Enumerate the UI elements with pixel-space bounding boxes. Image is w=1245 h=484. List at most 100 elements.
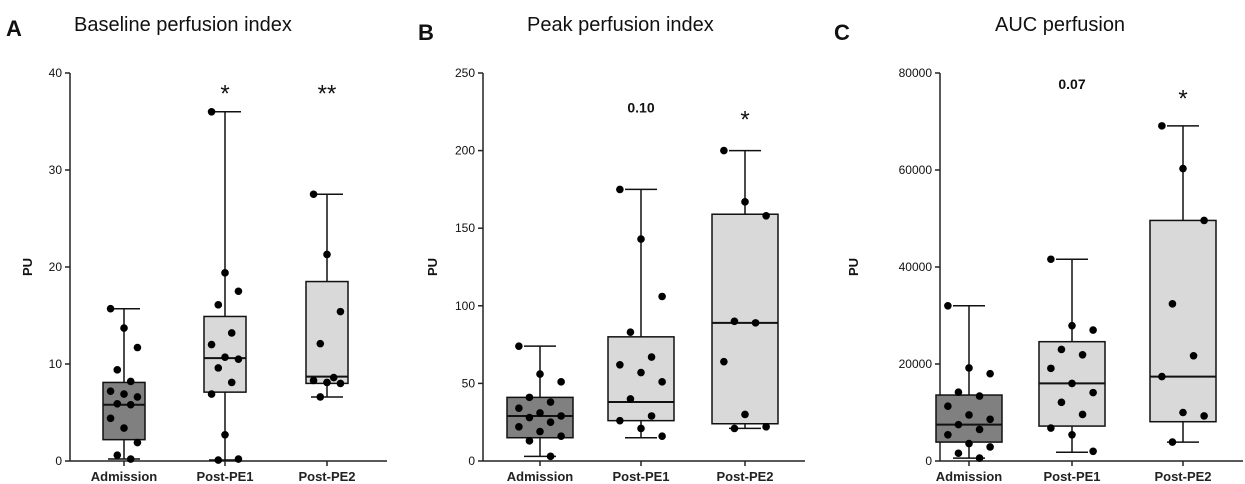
y-tick-label: 30 xyxy=(49,163,63,177)
significance-label: ** xyxy=(318,81,337,108)
data-point xyxy=(207,390,216,398)
panel-a: A Baseline perfusion index 0 10 20 30 40 PU Ad… xyxy=(0,0,415,484)
data-point xyxy=(1168,438,1177,446)
y-tick-label: 10 xyxy=(49,357,63,371)
data-point xyxy=(133,438,142,447)
y-tick-label: 0 xyxy=(468,454,475,468)
data-point xyxy=(515,423,523,431)
data-point xyxy=(741,198,749,206)
data-point xyxy=(106,304,115,313)
panel-label: A xyxy=(6,16,22,41)
data-point xyxy=(336,307,345,316)
data-point xyxy=(106,414,115,423)
data-point xyxy=(1089,447,1097,456)
data-point xyxy=(221,269,229,277)
data-point xyxy=(234,287,243,296)
data-point xyxy=(954,449,963,458)
data-point xyxy=(126,377,135,386)
data-point xyxy=(616,360,624,369)
data-point xyxy=(546,398,555,406)
y-tick-label: 40000 xyxy=(899,260,933,274)
y-tick-label: 20000 xyxy=(899,357,933,371)
data-point xyxy=(336,379,345,388)
x-tick-label: Admission xyxy=(507,469,574,484)
data-point xyxy=(741,410,749,419)
data-point xyxy=(616,185,624,194)
chart-plot-c: 0 20000 40000 60000 80000 PU Admission Post-PE1… xyxy=(846,66,1243,484)
x-tick-label: Post-PE2 xyxy=(716,469,773,484)
data-point xyxy=(113,399,122,408)
data-point xyxy=(525,413,534,422)
data-point xyxy=(316,339,325,348)
x-tick-label: Post-PE1 xyxy=(1043,469,1100,484)
data-point xyxy=(234,355,243,363)
data-point xyxy=(1200,216,1208,225)
data-point xyxy=(234,455,243,463)
y-tick-label: 200 xyxy=(455,144,475,158)
y-tick-label: 40 xyxy=(49,66,63,80)
x-tick-label: Admission xyxy=(936,469,1003,484)
panel-b: B Peak perfusion index 0 50 100 150 200 250 PU… xyxy=(415,0,830,484)
data-point xyxy=(329,373,338,382)
data-point xyxy=(1068,321,1076,330)
data-point xyxy=(120,324,128,332)
chart-title: Baseline perfusion index xyxy=(74,14,292,36)
data-point xyxy=(954,388,963,396)
box-iqr xyxy=(1149,219,1217,423)
data-point xyxy=(1078,350,1087,359)
data-point xyxy=(730,317,739,326)
data-point xyxy=(762,211,770,220)
data-point xyxy=(120,390,128,398)
data-point xyxy=(1047,364,1055,373)
y-tick-label: 50 xyxy=(462,376,476,390)
significance-label: * xyxy=(1178,85,1187,112)
chart-plot-b: 0 50 100 150 200 250 PU Admission Post-PE1 Post-P… xyxy=(425,66,805,484)
data-point xyxy=(221,431,229,439)
data-point xyxy=(975,425,984,434)
data-point xyxy=(309,376,318,385)
y-tick-label: 60000 xyxy=(899,163,933,177)
data-point xyxy=(1168,300,1177,308)
data-point xyxy=(658,292,666,301)
data-point xyxy=(1200,412,1208,420)
box-iqr xyxy=(305,280,349,385)
data-point xyxy=(113,451,122,459)
data-point xyxy=(1158,122,1166,130)
panel-label: B xyxy=(418,20,434,45)
box-iqr xyxy=(711,213,779,425)
data-point xyxy=(525,437,534,445)
data-point xyxy=(616,416,624,425)
data-point xyxy=(309,190,318,199)
data-point xyxy=(975,392,984,400)
chart-title: AUC perfusion xyxy=(995,14,1126,36)
data-point xyxy=(106,387,115,395)
y-tick-label: 150 xyxy=(455,221,475,235)
significance-label: * xyxy=(220,81,229,108)
x-tick-label: Post-PE2 xyxy=(1154,469,1211,484)
data-point xyxy=(536,427,544,436)
data-point xyxy=(536,370,544,378)
data-point xyxy=(1158,372,1166,381)
significance-label: 0.10 xyxy=(627,100,654,116)
data-point xyxy=(557,378,565,386)
data-point xyxy=(944,302,952,310)
data-point xyxy=(323,250,331,259)
data-point xyxy=(944,402,952,410)
data-point xyxy=(515,404,523,413)
panel-label: C xyxy=(834,20,850,45)
y-axis-label: PU xyxy=(425,258,440,276)
data-point xyxy=(316,393,325,401)
y-tick-label: 250 xyxy=(455,66,475,80)
data-point xyxy=(214,301,223,309)
data-point xyxy=(647,412,656,420)
x-tick-label: Post-PE1 xyxy=(612,469,669,484)
data-point xyxy=(626,328,635,336)
data-point xyxy=(1057,398,1066,407)
data-point xyxy=(1068,431,1076,439)
data-point xyxy=(637,424,645,433)
data-point xyxy=(637,368,645,377)
data-point xyxy=(975,454,984,462)
y-axis-label: PU xyxy=(20,258,35,276)
chart-title: Peak perfusion index xyxy=(527,14,714,36)
data-point xyxy=(120,424,128,432)
